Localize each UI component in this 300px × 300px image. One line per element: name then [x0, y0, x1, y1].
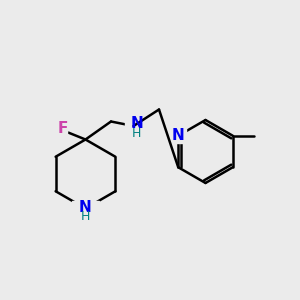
Bar	[124, 117, 147, 138]
Text: H: H	[132, 127, 141, 140]
Text: F: F	[58, 122, 68, 136]
Bar	[72, 201, 99, 222]
Bar	[51, 123, 68, 138]
Text: N: N	[130, 116, 143, 130]
Text: N: N	[172, 128, 184, 143]
Bar	[168, 128, 186, 143]
Text: N: N	[79, 200, 92, 214]
Text: H: H	[81, 210, 90, 224]
